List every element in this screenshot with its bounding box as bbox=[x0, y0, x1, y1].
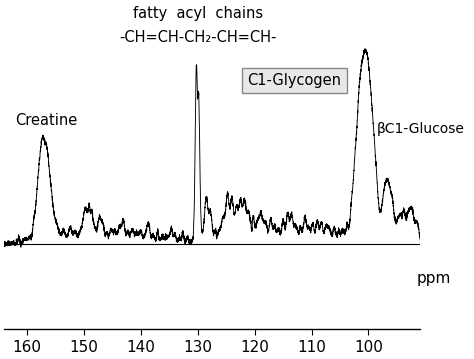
Text: C1-Glycogen: C1-Glycogen bbox=[247, 73, 341, 88]
Text: βC1-Glucose: βC1-Glucose bbox=[377, 122, 465, 136]
Text: -CH=CH-CH₂-CH=CH-: -CH=CH-CH₂-CH=CH- bbox=[119, 31, 276, 45]
Text: fatty  acyl  chains: fatty acyl chains bbox=[133, 6, 263, 21]
Text: ppm: ppm bbox=[417, 271, 451, 286]
Text: Creatine: Creatine bbox=[16, 113, 78, 129]
